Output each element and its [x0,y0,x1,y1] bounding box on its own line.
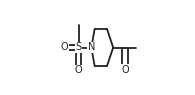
Text: O: O [121,65,129,75]
Text: N: N [88,42,95,53]
Text: O: O [75,65,82,75]
Text: S: S [75,42,82,53]
Text: O: O [61,42,68,53]
